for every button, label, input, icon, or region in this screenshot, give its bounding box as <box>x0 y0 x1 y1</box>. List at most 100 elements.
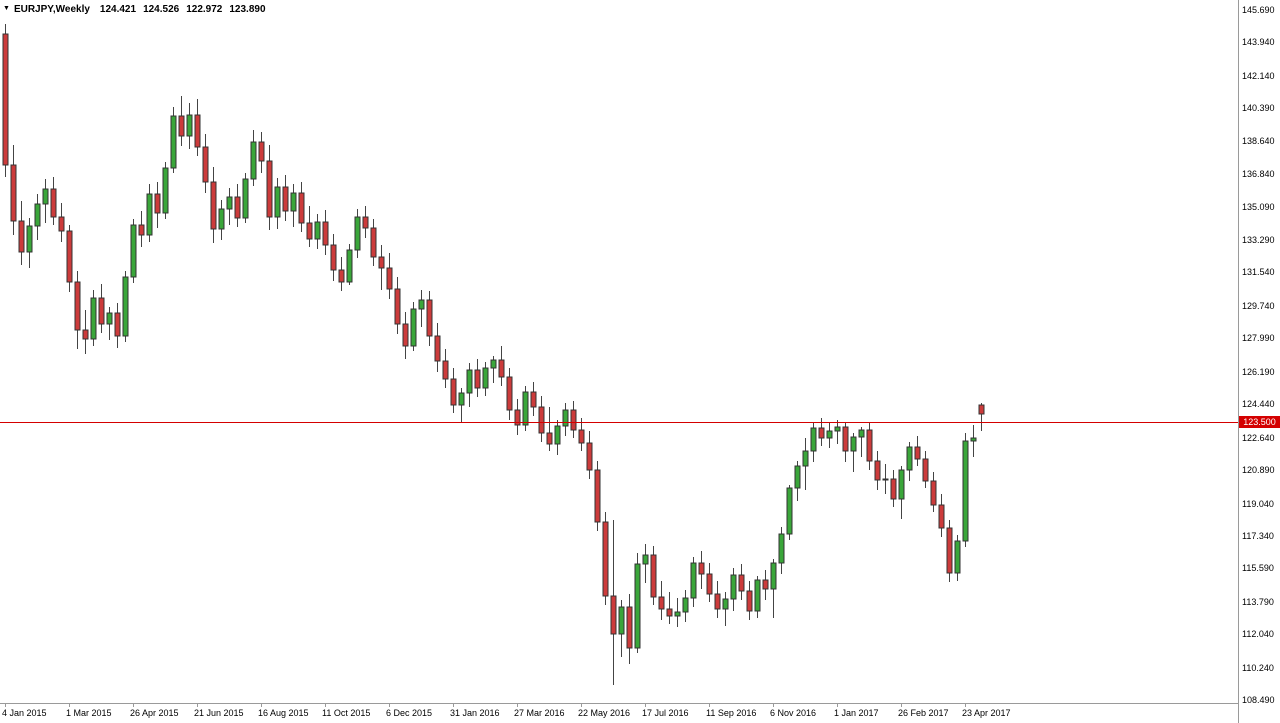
candle <box>898 466 905 519</box>
date-axis-tick <box>773 704 774 707</box>
date-axis-tick <box>965 704 966 707</box>
quote-header: ▼ EURJPY,Weekly 124.421 124.526 122.972 … <box>3 3 273 15</box>
candle <box>210 167 217 243</box>
candle <box>914 436 921 466</box>
candle <box>490 356 497 383</box>
candle <box>138 211 145 247</box>
candle <box>810 422 817 462</box>
candle <box>826 423 833 448</box>
candle <box>82 310 89 354</box>
candle <box>858 427 865 457</box>
candle <box>2 24 9 177</box>
date-axis-tick <box>453 704 454 707</box>
candle <box>962 433 969 547</box>
candle <box>58 203 65 242</box>
date-axis-tick <box>901 704 902 707</box>
candle <box>546 407 553 451</box>
price-axis-label: 138.640 <box>1242 136 1275 146</box>
candle <box>802 438 809 490</box>
candle <box>66 225 73 292</box>
candle <box>194 99 201 156</box>
price-axis-label: 127.990 <box>1242 333 1275 343</box>
date-axis-tick <box>325 704 326 707</box>
price-axis-label: 120.890 <box>1242 465 1275 475</box>
price-axis-label: 110.240 <box>1242 663 1274 673</box>
price-axis-label: 126.190 <box>1242 367 1275 377</box>
candle <box>114 303 121 348</box>
candle <box>306 206 313 247</box>
candle <box>362 206 369 238</box>
date-axis-tick <box>197 704 198 707</box>
candle <box>178 96 185 146</box>
price-axis-label: 140.390 <box>1242 103 1275 113</box>
candle <box>514 399 521 435</box>
candle <box>330 234 337 281</box>
candle <box>578 418 585 451</box>
date-axis-tick <box>133 704 134 707</box>
candle <box>522 386 529 431</box>
price-axis-label: 117.340 <box>1242 531 1274 541</box>
date-axis-label: 6 Nov 2016 <box>770 708 817 718</box>
date-axis-label: 31 Jan 2016 <box>450 708 500 718</box>
price-axis-label: 124.440 <box>1242 399 1275 409</box>
candle <box>586 431 593 479</box>
candle <box>714 581 721 618</box>
price-axis-label: 143.940 <box>1242 37 1275 47</box>
candle <box>890 470 897 507</box>
candle <box>162 162 169 219</box>
quote-open: 124.421 <box>99 3 137 15</box>
candle <box>10 145 17 235</box>
candle <box>386 253 393 299</box>
candle <box>202 134 209 193</box>
candle <box>442 349 449 388</box>
price-line-tag: 123.500 <box>1239 416 1280 428</box>
candle <box>842 423 849 462</box>
date-axis-label: 21 Jun 2015 <box>194 708 244 718</box>
candle <box>298 182 305 232</box>
candlestick-chart <box>0 24 1238 685</box>
date-axis-tick <box>389 704 390 707</box>
candle <box>722 592 729 626</box>
candle <box>906 442 913 481</box>
candle <box>26 218 33 268</box>
candle <box>90 290 97 346</box>
candle <box>466 363 473 407</box>
candle <box>50 177 57 225</box>
date-axis-tick <box>69 704 70 707</box>
candle <box>146 184 153 242</box>
candle <box>450 368 457 413</box>
price-axis[interactable]: 145.690 143.940 142.140 140.390 138.640 136.8… <box>1239 0 1280 705</box>
candle <box>970 425 977 457</box>
quote-low: 122.972 <box>186 3 223 15</box>
date-axis-label: 4 Jan 2015 <box>2 708 47 718</box>
candle <box>650 546 657 605</box>
price-axis-label: 135.090 <box>1242 202 1275 212</box>
candle <box>426 291 433 346</box>
candle <box>786 485 793 540</box>
candle <box>570 401 577 438</box>
candle <box>98 284 105 333</box>
candle <box>418 290 425 327</box>
quote-close: 123.890 <box>229 3 266 15</box>
date-axis-label: 22 May 2016 <box>578 708 631 718</box>
date-axis-tick <box>5 704 6 707</box>
candle <box>266 145 273 230</box>
date-axis-label: 1 Mar 2015 <box>66 708 112 718</box>
date-axis-label: 1 Jan 2017 <box>834 708 879 718</box>
price-axis-label: 131.540 <box>1242 267 1275 277</box>
date-axis-tick <box>645 704 646 707</box>
chart-surface[interactable]: ▼ EURJPY,Weekly 124.421 124.526 122.972 … <box>0 0 1238 703</box>
candle <box>122 271 129 342</box>
candle <box>394 277 401 334</box>
candle <box>130 219 137 283</box>
candle <box>74 271 81 349</box>
date-axis-label: 6 Dec 2015 <box>386 708 433 718</box>
candle <box>778 527 785 574</box>
candle <box>378 245 385 290</box>
candle <box>794 461 801 501</box>
date-axis[interactable]: 4 Jan 2015 1 Mar 2015 26 Apr 2015 21 Jun 20… <box>0 704 1238 723</box>
candle <box>242 173 249 223</box>
candle <box>882 464 889 494</box>
price-axis-label: 133.290 <box>1242 235 1275 245</box>
symbol-dropdown-icon[interactable]: ▼ <box>3 5 10 12</box>
